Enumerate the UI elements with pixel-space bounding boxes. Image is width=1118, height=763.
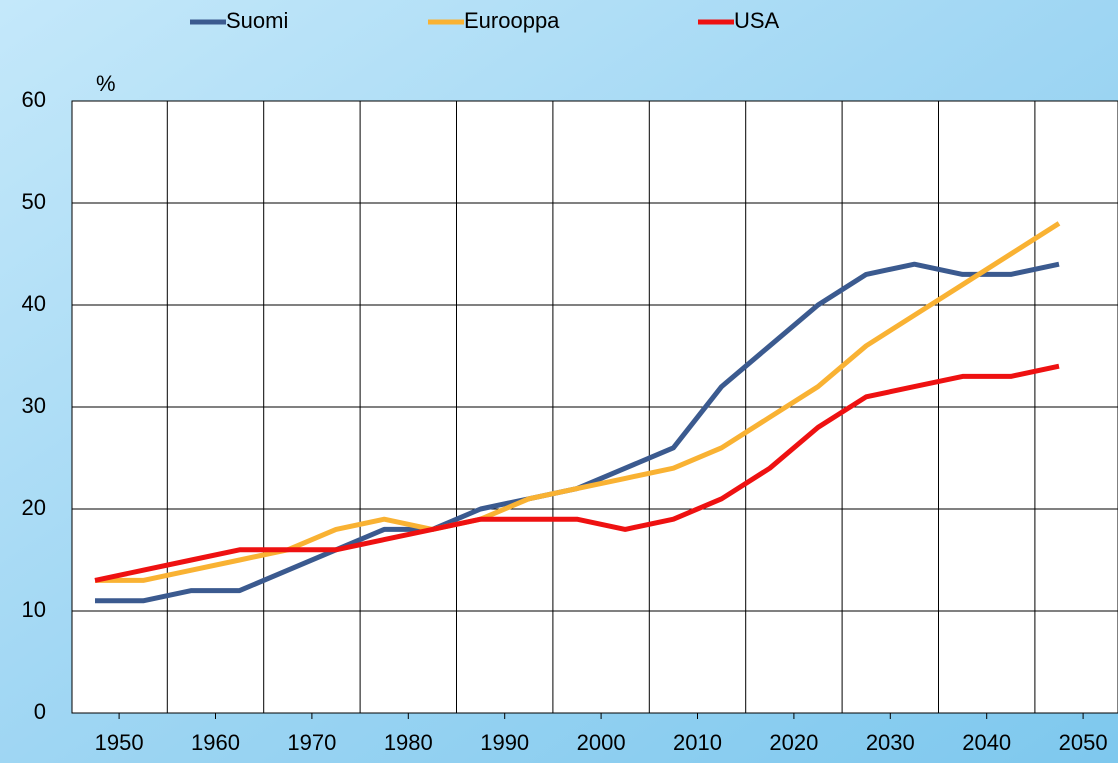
x-tick-label: 2040 bbox=[962, 730, 1011, 755]
y-tick-label: 10 bbox=[22, 597, 46, 622]
x-tick-label: 1970 bbox=[287, 730, 336, 755]
y-tick-label: 60 bbox=[22, 87, 46, 112]
y-tick-label: 40 bbox=[22, 291, 46, 316]
legend-label: USA bbox=[734, 8, 780, 33]
x-tick-label: 1980 bbox=[384, 730, 433, 755]
x-tick-label: 2020 bbox=[769, 730, 818, 755]
legend-label: Suomi bbox=[226, 8, 288, 33]
x-tick-label: 2000 bbox=[577, 730, 626, 755]
y-axis-label: % bbox=[96, 71, 116, 96]
series-line bbox=[94, 363, 1060, 583]
y-tick-label: 30 bbox=[22, 393, 46, 418]
x-tick-label: 1990 bbox=[480, 730, 529, 755]
x-tick-label: 2050 bbox=[1059, 730, 1108, 755]
y-tick-label: 50 bbox=[22, 189, 46, 214]
series-line bbox=[95, 221, 1061, 583]
y-tick-label: 0 bbox=[34, 699, 46, 724]
x-tick-label: 1960 bbox=[191, 730, 240, 755]
x-tick-label: 2030 bbox=[866, 730, 915, 755]
x-tick-label: 2010 bbox=[673, 730, 722, 755]
legend-label: Eurooppa bbox=[464, 8, 560, 33]
y-tick-label: 20 bbox=[22, 495, 46, 520]
x-tick-label: 1950 bbox=[95, 730, 144, 755]
